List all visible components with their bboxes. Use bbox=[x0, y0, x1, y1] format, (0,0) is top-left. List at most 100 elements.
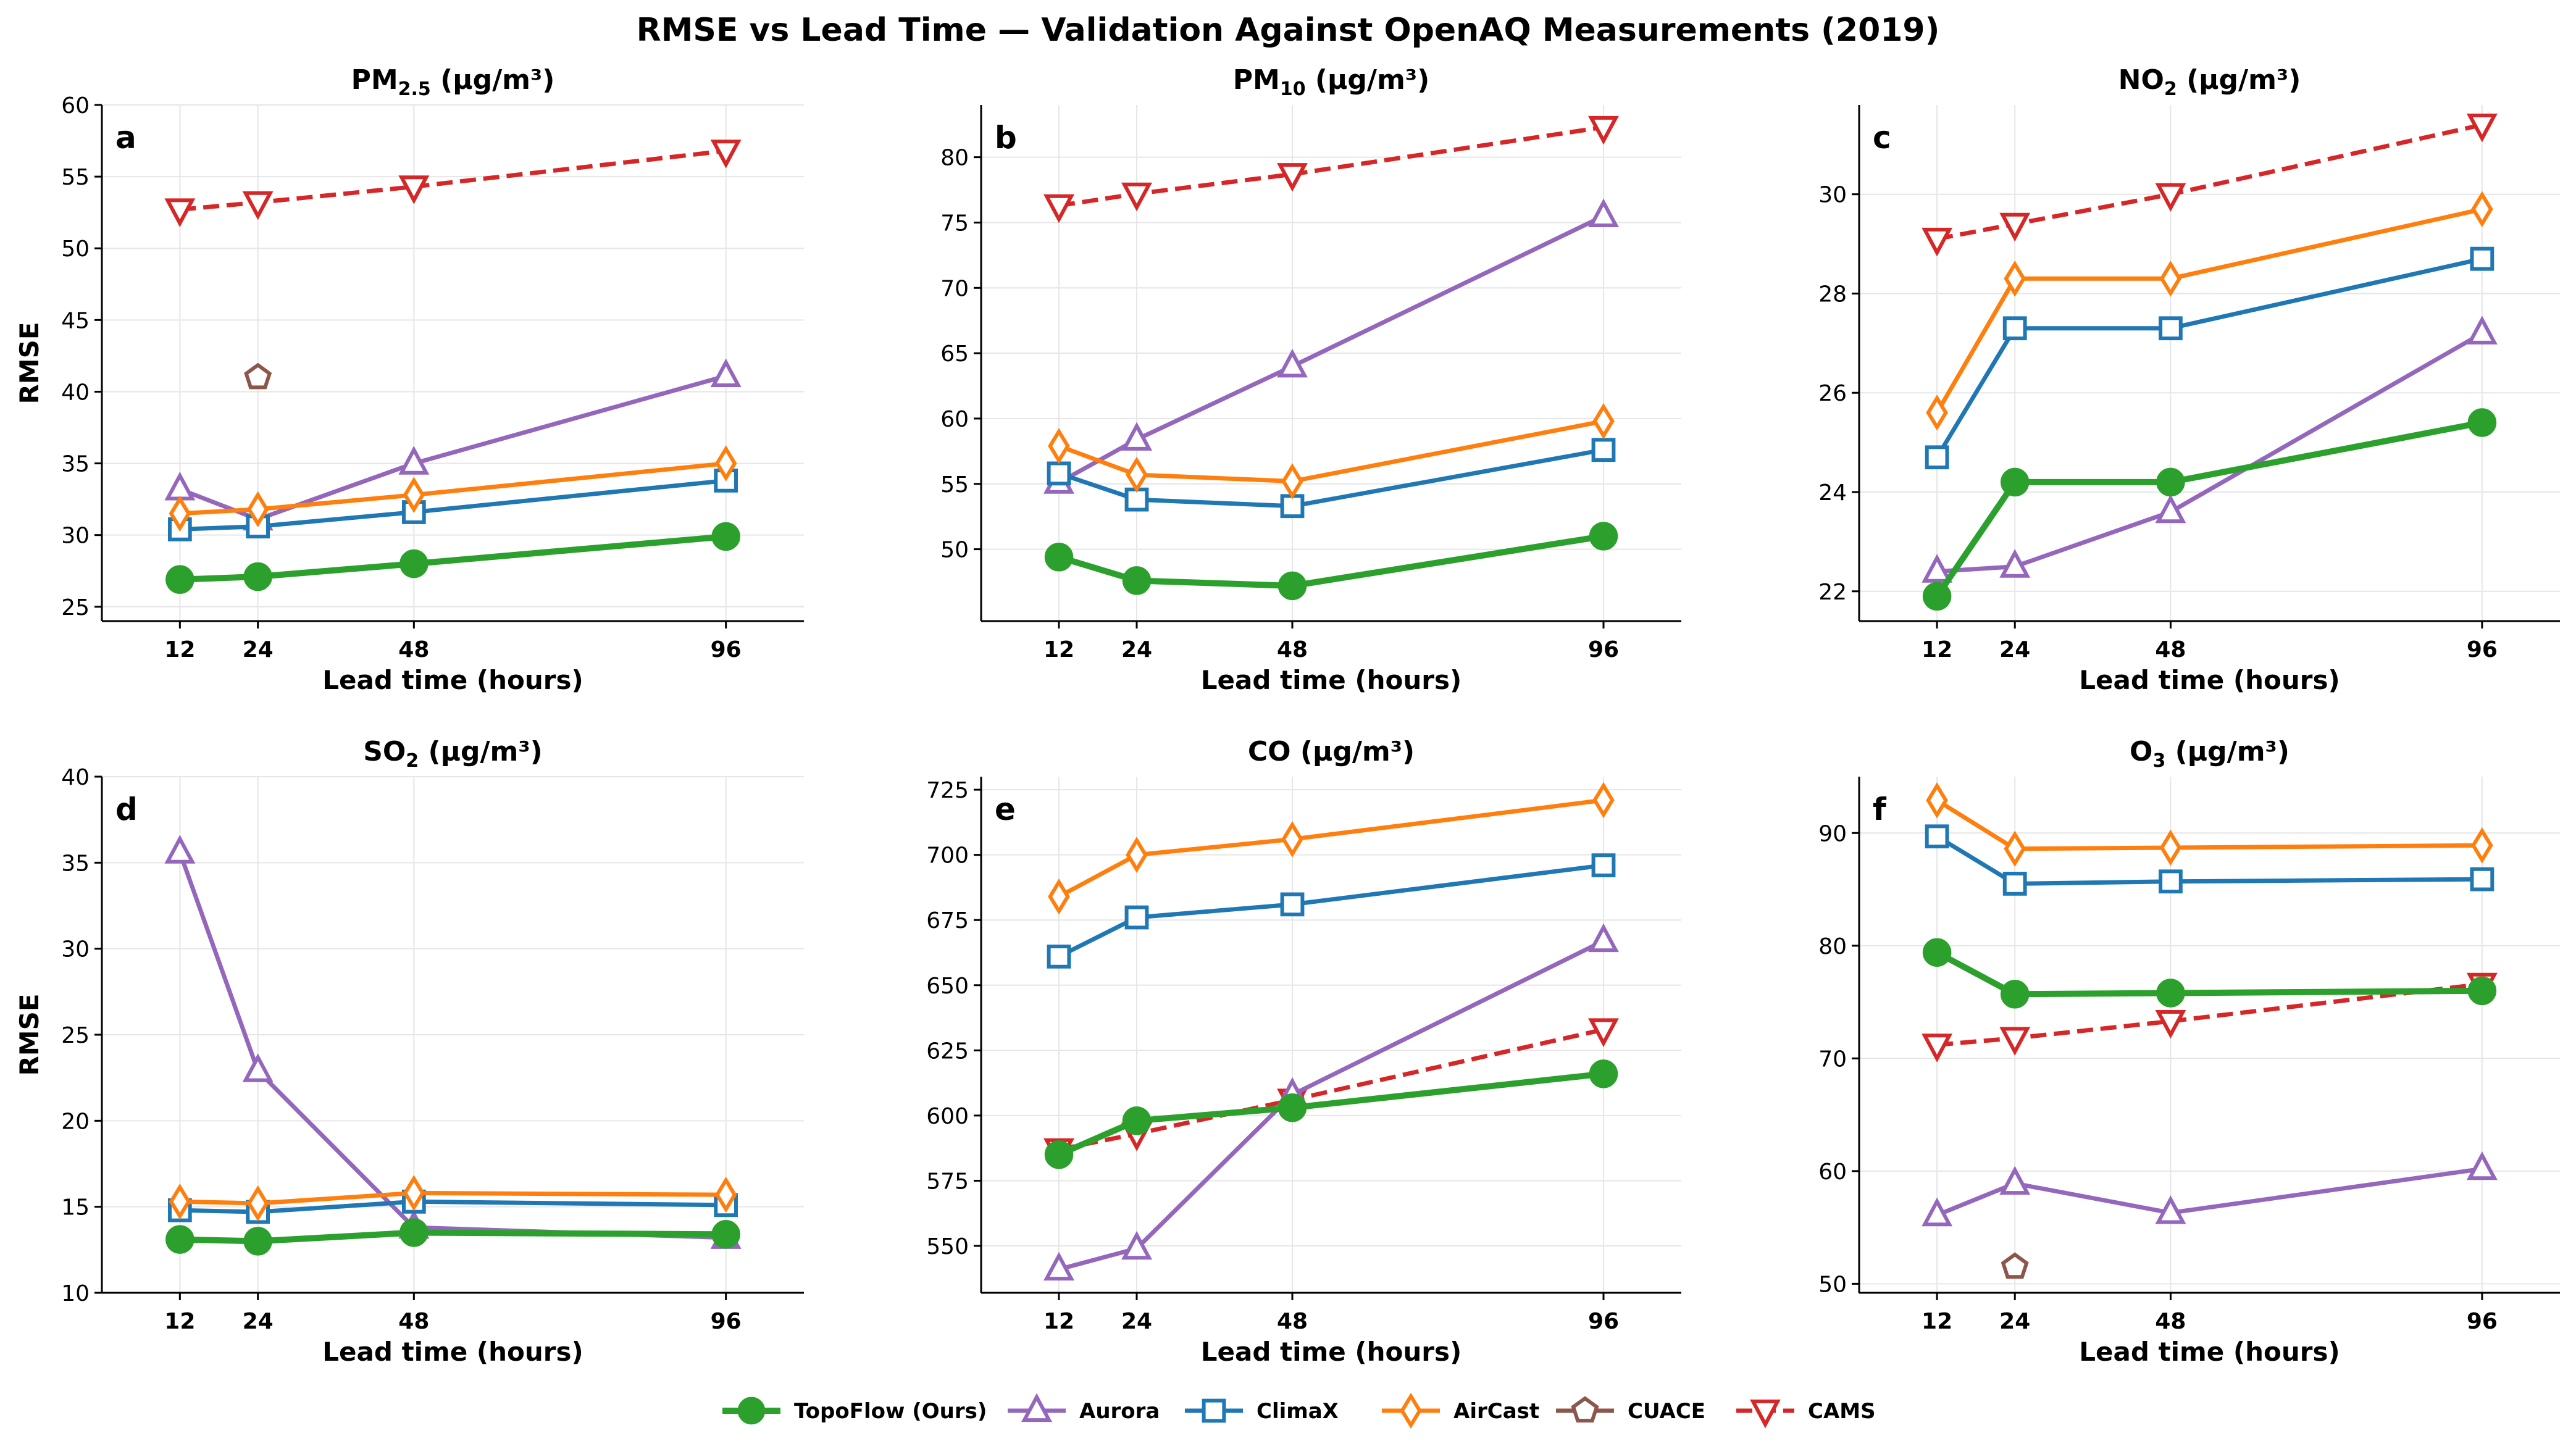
x-tick-label: 96 bbox=[711, 1309, 742, 1334]
legend-entry-cams: CAMS bbox=[1736, 1399, 1876, 1429]
x-tick-label: 48 bbox=[398, 637, 429, 662]
figure-title: RMSE vs Lead Time — Validation Against O… bbox=[637, 12, 1940, 49]
series-line-aurora bbox=[1936, 1166, 2483, 1217]
data-point-aircast bbox=[714, 1176, 737, 1213]
data-point-topoflow bbox=[243, 562, 272, 591]
series-topoflow bbox=[165, 522, 740, 594]
data-point-aircast bbox=[2159, 829, 2182, 866]
series-climax bbox=[1925, 246, 2494, 470]
legend-marker-cuace bbox=[1571, 1396, 1599, 1423]
series-cuace bbox=[244, 362, 272, 390]
data-point-topoflow bbox=[1589, 1059, 1618, 1088]
series-line-aircast bbox=[180, 461, 727, 516]
panel-title-base: SO bbox=[363, 736, 406, 767]
data-point-aurora bbox=[1588, 923, 1619, 953]
series-aircast bbox=[169, 1175, 737, 1222]
y-tick-label: 80 bbox=[1818, 934, 1847, 959]
panel-title-subscript: 3 bbox=[2152, 750, 2165, 772]
y-tick-label: 55 bbox=[61, 165, 90, 190]
data-point-topoflow bbox=[1922, 938, 1952, 967]
data-point-cams bbox=[710, 140, 742, 169]
data-point-aurora bbox=[1922, 554, 1953, 583]
y-tick-label: 700 bbox=[926, 843, 969, 869]
panel-title-unit: (µg/m³) bbox=[2165, 736, 2290, 767]
y-tick-label: 50 bbox=[1818, 1272, 1847, 1297]
data-point-topoflow bbox=[1278, 571, 1307, 601]
x-axis-label: Lead time (hours) bbox=[1201, 665, 1462, 695]
data-point-aircast bbox=[1048, 428, 1070, 464]
y-tick-label: 550 bbox=[926, 1234, 969, 1259]
series-line-climax bbox=[1935, 256, 2483, 459]
data-point-topoflow bbox=[711, 522, 740, 551]
y-tick-label: 25 bbox=[61, 595, 90, 620]
y-tick-label: 70 bbox=[940, 276, 969, 301]
series-line-climax bbox=[180, 1199, 726, 1214]
y-tick-label: 22 bbox=[1818, 580, 1847, 605]
series-line-climax bbox=[180, 478, 727, 532]
data-point-aircast bbox=[1281, 463, 1303, 499]
panel-d: 10 15 20 25 30 35 40 12 24 48 96 Lead time (hours) R… bbox=[14, 736, 804, 1367]
data-point-topoflow bbox=[1122, 566, 1152, 595]
panel-title-subscript: 2 bbox=[406, 750, 419, 772]
y-tick-label: 26 bbox=[1818, 381, 1847, 406]
legend-marker-cams bbox=[1750, 1399, 1781, 1429]
data-point-aurora bbox=[1277, 348, 1308, 378]
series-topoflow bbox=[1044, 522, 1618, 601]
x-tick-label: 12 bbox=[1043, 637, 1074, 662]
series-line-climax bbox=[1058, 448, 1604, 509]
y-tick-label: 28 bbox=[1818, 282, 1847, 307]
data-point-aircast bbox=[403, 477, 425, 514]
panel-title: PM2.5 (µg/m³) bbox=[351, 64, 555, 100]
data-point-topoflow bbox=[1278, 1093, 1307, 1122]
series-line-aircast bbox=[1058, 798, 1604, 899]
y-tick-label: 45 bbox=[61, 308, 90, 333]
y-tick-label: 600 bbox=[926, 1104, 969, 1129]
x-tick-label: 24 bbox=[243, 637, 274, 662]
data-point-cams bbox=[1121, 182, 1153, 212]
data-point-cams bbox=[1999, 1027, 2031, 1056]
panel-title: PM10 (µg/m³) bbox=[1233, 64, 1429, 100]
panel-letter: d bbox=[115, 791, 138, 827]
panel-letter: f bbox=[1873, 791, 1887, 827]
data-point-cams bbox=[1043, 194, 1075, 223]
data-point-aurora bbox=[2155, 1195, 2186, 1224]
data-point-aircast bbox=[2471, 191, 2493, 228]
series-cams bbox=[1922, 114, 2498, 257]
data-point-climax bbox=[1591, 853, 1616, 877]
y-tick-label: 80 bbox=[940, 146, 969, 171]
panel-title-subscript: 10 bbox=[1280, 78, 1306, 100]
data-point-topoflow bbox=[165, 1225, 194, 1254]
grid bbox=[981, 777, 1681, 1293]
legend-label: CUACE bbox=[1628, 1399, 1705, 1424]
series-aurora bbox=[1922, 1151, 2498, 1227]
data-point-aurora bbox=[164, 835, 196, 864]
x-tick-label: 96 bbox=[2467, 637, 2498, 662]
data-point-aircast bbox=[1281, 821, 1303, 858]
panel-c: 22 24 26 28 30 12 24 48 96 Lead time (hours) NO2 (… bbox=[1818, 64, 2560, 695]
series-aircast bbox=[1048, 782, 1615, 915]
legend-label: Aurora bbox=[1079, 1399, 1160, 1424]
series-line-aurora bbox=[1936, 331, 2483, 574]
data-point-climax bbox=[1124, 905, 1149, 930]
data-point-topoflow bbox=[2000, 980, 2030, 1009]
x-tick-label: 96 bbox=[1588, 637, 1619, 662]
data-point-cams bbox=[1922, 227, 1953, 257]
legend-label: ClimaX bbox=[1257, 1399, 1339, 1424]
y-tick-label: 50 bbox=[61, 236, 90, 262]
series-line-aurora bbox=[1058, 938, 1605, 1272]
panel-title-subscript: 2.5 bbox=[398, 78, 431, 100]
x-tick-label: 48 bbox=[1277, 637, 1308, 662]
series-line-cams bbox=[179, 148, 727, 212]
data-point-cams bbox=[1588, 115, 1619, 145]
y-tick-label: 30 bbox=[61, 524, 90, 549]
data-point-topoflow bbox=[399, 549, 429, 578]
legend-marker-climax bbox=[1202, 1398, 1226, 1423]
data-point-climax bbox=[1047, 945, 1071, 969]
data-point-aircast bbox=[2159, 261, 2182, 297]
series-topoflow bbox=[165, 1218, 740, 1256]
data-point-topoflow bbox=[399, 1218, 429, 1247]
data-point-aircast bbox=[169, 1184, 191, 1220]
x-tick-label: 12 bbox=[1922, 637, 1952, 662]
data-point-aircast bbox=[1126, 837, 1148, 873]
data-point-cams bbox=[164, 198, 196, 227]
